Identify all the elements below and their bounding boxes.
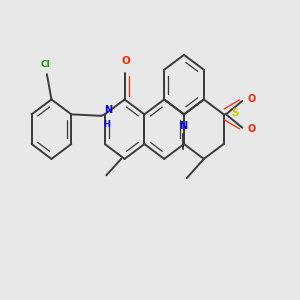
Text: N: N	[179, 121, 187, 131]
Text: H: H	[104, 120, 111, 129]
Text: O: O	[248, 94, 256, 104]
Text: O: O	[122, 56, 130, 66]
Text: O: O	[248, 124, 256, 134]
Text: S: S	[232, 108, 239, 118]
Text: Cl: Cl	[41, 60, 51, 69]
Text: N: N	[104, 106, 112, 116]
